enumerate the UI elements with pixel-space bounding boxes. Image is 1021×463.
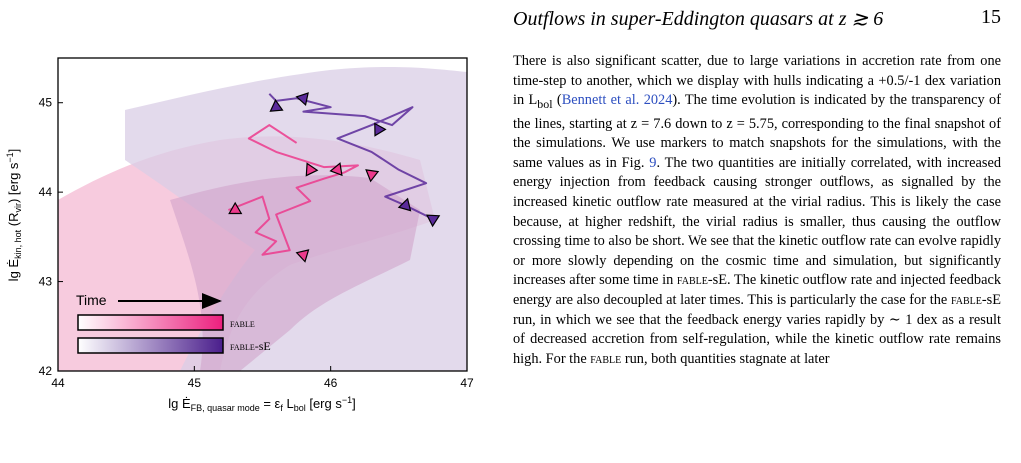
legend-fable-se-colorbar — [77, 337, 224, 354]
paragraph-text: There is also significant scatter, due t… — [513, 53, 1001, 367]
fable-se-marker — [397, 197, 412, 212]
page-number: 15 — [981, 6, 1001, 28]
fable-se-marker — [269, 99, 284, 112]
y-axis-title: lg Ėkin, hot (Rvir) [erg s−1] — [5, 149, 23, 282]
plot-frame — [57, 57, 468, 372]
fable-series-line — [228, 124, 359, 256]
body-paragraph: There is also significant scatter, due t… — [513, 52, 1001, 369]
x-tick-label: 44 — [51, 376, 65, 390]
x-axis-title: lg ĖFB, quasar mode = εf Lbol [erg s−1] — [168, 395, 355, 413]
figure-panel: 44 45 46 47 42 43 44 45 Time fable fable-sE lg… — [0, 50, 500, 430]
y-tick-label: 45 — [39, 96, 53, 110]
fable-marker — [365, 169, 380, 183]
chart-svg: 44 45 46 47 42 43 44 45 Time fable fable-sE lg… — [5, 57, 474, 413]
legend-fable-se-label: fable-sE — [230, 339, 271, 353]
running-title: Outflows in super-Eddington quasars at z… — [513, 8, 884, 30]
legend-fable-label: fable — [230, 316, 255, 330]
y-tick-label: 43 — [39, 275, 53, 289]
fable-marker — [329, 162, 343, 177]
fable-se-series-line — [268, 93, 434, 220]
y-tick-label: 44 — [39, 185, 53, 199]
fable-se-marker — [425, 214, 441, 228]
x-tick-label: 47 — [460, 376, 474, 390]
fable-marker — [228, 201, 243, 215]
legend-fable-colorbar — [77, 314, 224, 331]
x-tick-label: 45 — [188, 376, 202, 390]
time-label: Time — [76, 292, 107, 308]
y-tick-label: 42 — [39, 364, 53, 378]
fable-se-marker — [374, 122, 387, 137]
x-tick-label: 46 — [324, 376, 338, 390]
fable-marker — [305, 162, 319, 177]
citation-link[interactable]: Bennett et al. 2024 — [561, 92, 673, 109]
fable-se-hull-inner — [170, 175, 420, 371]
fable-marker — [295, 249, 310, 263]
running-header: Outflows in super-Eddington quasars at z… — [513, 6, 1001, 32]
fable-se-marker — [295, 92, 309, 107]
figure-ref-link[interactable]: 9 — [649, 154, 657, 171]
